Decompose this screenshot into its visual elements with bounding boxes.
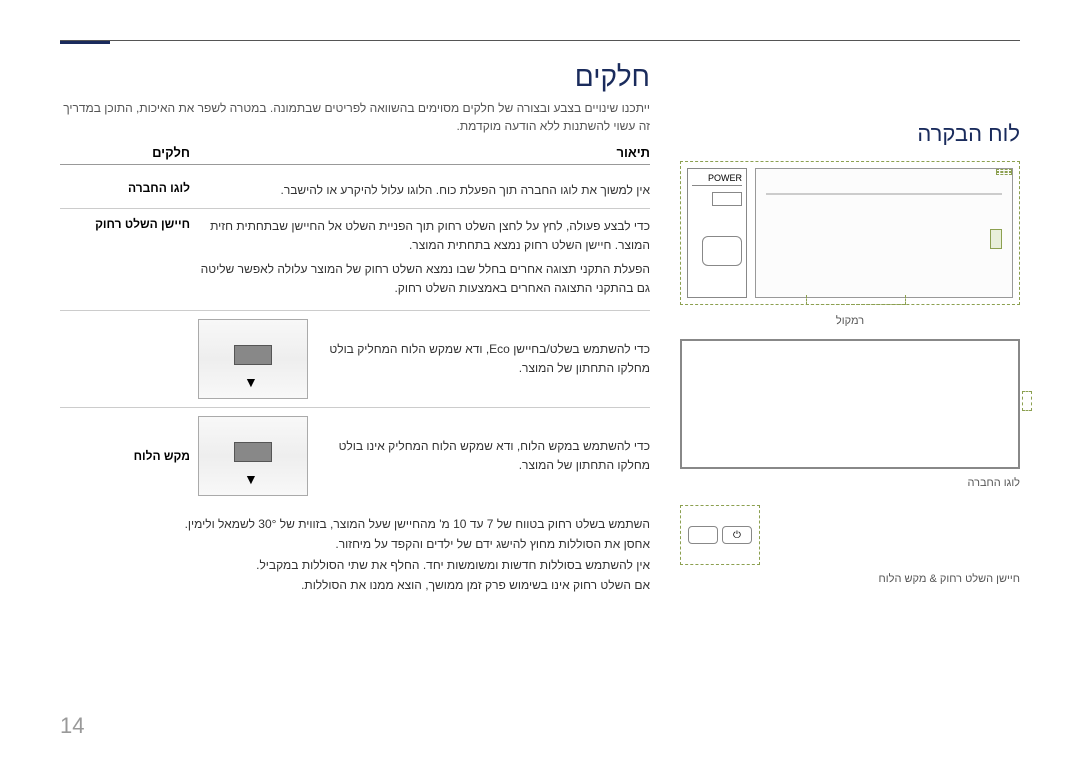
row-label-panel-key: מקש הלוח bbox=[60, 449, 190, 463]
power-panel: POWER bbox=[687, 168, 747, 298]
row-desc-logo: אין למשוך את לוגו החברה תוך הפעלת כוח. ה… bbox=[190, 181, 650, 200]
row-label-sensor: חיישן השלט רחוק bbox=[60, 217, 190, 302]
power-label: POWER bbox=[692, 173, 742, 186]
diagram-column: לוח הבקרה POWER רמקול לוגו bbox=[680, 61, 1020, 596]
table-row: מקש הלוח כדי להשתמש במקש הלוח, ודא שמקש … bbox=[60, 408, 650, 504]
tv-rear-illustration bbox=[755, 168, 1013, 298]
illustration-slider-in bbox=[198, 416, 308, 496]
tv-front-illustration bbox=[680, 339, 1020, 469]
table-row: לוגו החברה אין למשוך את לוגו החברה תוך ה… bbox=[60, 173, 650, 209]
sensor-icon bbox=[688, 526, 718, 544]
usage-notes: השתמש בשלט רחוק בטווח של 7 עד 10 מ' מהחי… bbox=[60, 514, 650, 596]
accent-bar bbox=[60, 41, 110, 44]
main-content-column: חלקים ייתכנו שינויים בצבע ובצורה של חלקי… bbox=[60, 61, 650, 596]
rear-diagram: POWER bbox=[680, 161, 1020, 305]
power-switch-icon bbox=[712, 192, 742, 206]
page-number: 14 bbox=[60, 713, 84, 739]
power-inlet-icon bbox=[702, 236, 742, 266]
row-label-logo: לוגו החברה bbox=[60, 181, 190, 200]
control-panel-heading: לוח הבקרה bbox=[680, 121, 1020, 147]
row-desc-sensor: כדי לבצע פעולה, לחץ על לחצן השלט רחוק תו… bbox=[190, 217, 650, 302]
table-header-desc: תיאור bbox=[190, 145, 650, 160]
logo-caption: לוגו החברה bbox=[680, 477, 1020, 489]
sensor-caption: חיישן השלט רחוק & מקש הלוח bbox=[680, 571, 1020, 588]
table-row: כדי להשתמש בשלט/בחיישן Eco, ודא שמקש הלו… bbox=[60, 311, 650, 408]
row-desc-panel-key: כדי להשתמש במקש הלוח, ודא שמקש הלוח המחל… bbox=[316, 437, 650, 475]
intro-text: ייתכנו שינויים בצבע ובצורה של חלקים מסוי… bbox=[60, 99, 650, 135]
illustration-slider-out bbox=[198, 319, 308, 399]
page-title: חלקים bbox=[60, 61, 650, 93]
power-button-icon: ⏻ bbox=[722, 526, 752, 544]
row-desc-eco: כדי להשתמש בשלט/בחיישן Eco, ודא שמקש הלו… bbox=[316, 340, 650, 378]
table-header-parts: חלקים bbox=[60, 145, 190, 160]
table-header: חלקים תיאור bbox=[60, 145, 650, 165]
sensor-button-illustration: ⏻ bbox=[680, 505, 760, 565]
speaker-caption: רמקול bbox=[680, 315, 1020, 327]
table-row: חיישן השלט רחוק כדי לבצע פעולה, לחץ על ל… bbox=[60, 209, 650, 311]
